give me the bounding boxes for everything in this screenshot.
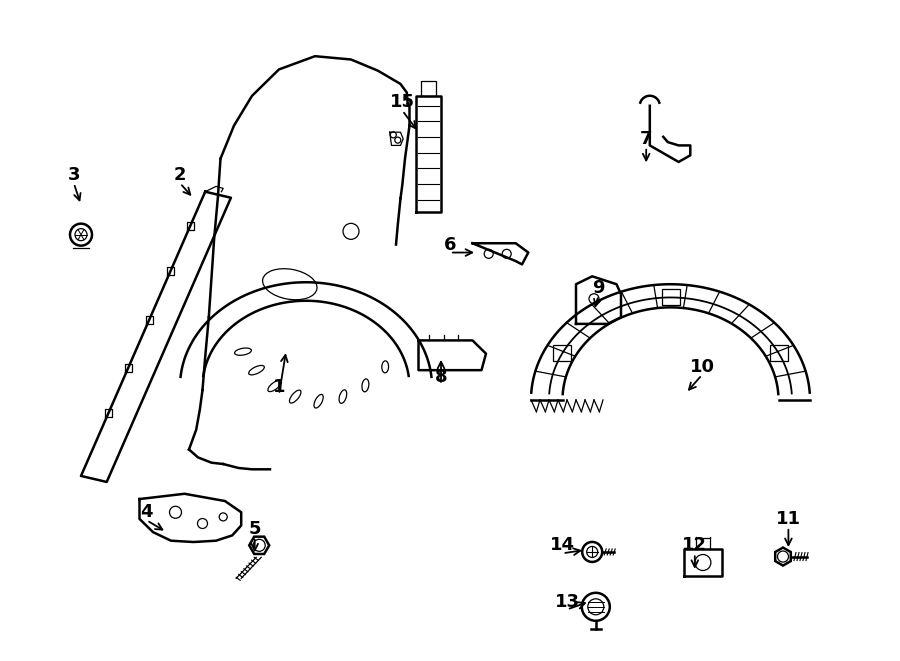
Text: 8: 8	[435, 368, 447, 386]
Text: 9: 9	[592, 278, 605, 297]
Text: 15: 15	[390, 93, 415, 112]
Text: 12: 12	[682, 536, 707, 555]
Text: 5: 5	[248, 520, 261, 538]
Text: 10: 10	[689, 358, 715, 376]
Text: 13: 13	[554, 592, 580, 611]
Text: 11: 11	[776, 510, 801, 528]
Bar	[662, 290, 680, 305]
Text: 14: 14	[550, 536, 575, 555]
Text: 6: 6	[444, 235, 456, 254]
Bar	[554, 346, 572, 362]
Text: 4: 4	[140, 503, 153, 522]
Text: 7: 7	[640, 130, 652, 148]
Text: 3: 3	[68, 166, 80, 184]
Text: 1: 1	[273, 377, 285, 396]
Text: 2: 2	[174, 166, 186, 184]
Bar	[770, 346, 788, 362]
